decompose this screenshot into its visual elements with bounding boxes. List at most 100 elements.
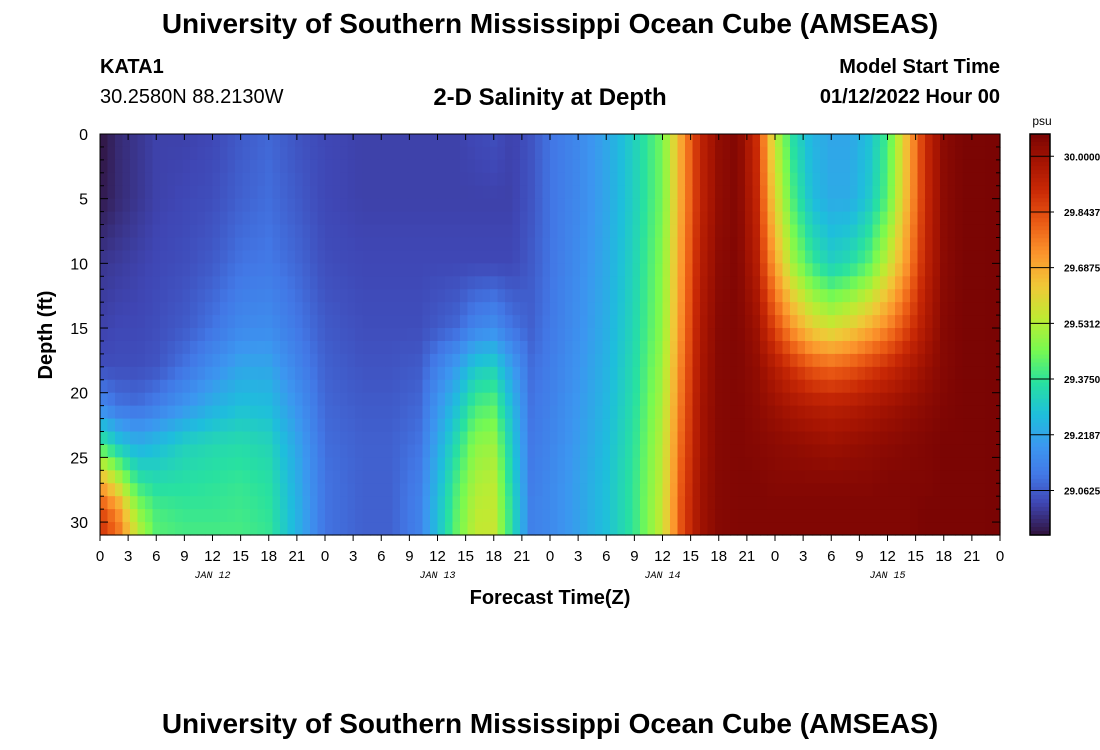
heatmap-cell bbox=[332, 444, 341, 458]
heatmap-cell bbox=[250, 146, 259, 161]
heatmap-cell bbox=[782, 483, 791, 497]
heatmap-cell bbox=[362, 509, 371, 523]
heatmap-cell bbox=[760, 457, 769, 471]
heatmap-cell bbox=[422, 328, 431, 342]
heatmap-cell bbox=[490, 509, 499, 523]
heatmap-cell bbox=[632, 366, 641, 381]
heatmap-cell bbox=[902, 405, 911, 420]
heatmap-cell bbox=[130, 185, 139, 200]
heatmap-cell bbox=[850, 457, 859, 471]
heatmap-cell bbox=[302, 276, 311, 290]
heatmap-cell bbox=[257, 263, 266, 277]
heatmap-cell bbox=[295, 379, 304, 394]
heatmap-cell bbox=[100, 496, 109, 510]
heatmap-cell bbox=[617, 470, 626, 484]
heatmap-cell bbox=[362, 444, 371, 458]
heatmap-cell bbox=[685, 457, 694, 471]
heatmap-cell bbox=[370, 134, 379, 148]
heatmap-cell bbox=[827, 224, 836, 239]
heatmap-cell bbox=[842, 509, 851, 523]
heatmap-cell bbox=[737, 457, 746, 471]
heatmap-cell bbox=[865, 340, 874, 355]
heatmap-cell bbox=[587, 315, 596, 329]
heatmap-cell bbox=[640, 224, 649, 239]
heatmap-cell bbox=[220, 405, 229, 420]
heatmap-cell bbox=[707, 470, 716, 484]
heatmap-cell bbox=[700, 379, 709, 394]
heatmap-cell bbox=[287, 418, 296, 433]
heatmap-cell bbox=[452, 470, 461, 484]
heatmap-cell bbox=[535, 302, 544, 316]
heatmap-cell bbox=[962, 185, 971, 200]
heatmap-cell bbox=[475, 146, 484, 161]
heatmap-cell bbox=[167, 379, 176, 394]
heatmap-cell bbox=[295, 172, 304, 187]
heatmap-cell bbox=[595, 185, 604, 200]
colorbar-strip bbox=[1030, 170, 1050, 175]
heatmap-cell bbox=[722, 340, 731, 355]
heatmap-cell bbox=[722, 237, 731, 252]
heatmap-cell bbox=[760, 405, 769, 420]
heatmap-cell bbox=[880, 237, 889, 252]
heatmap-cell bbox=[467, 224, 476, 239]
heatmap-cell bbox=[970, 392, 979, 407]
heatmap-cell bbox=[880, 522, 889, 536]
heatmap-cell bbox=[887, 496, 896, 510]
heatmap-cell bbox=[677, 392, 686, 407]
colorbar-strip bbox=[1030, 450, 1050, 456]
heatmap-cell bbox=[670, 134, 679, 148]
heatmap-cell bbox=[152, 134, 161, 148]
heatmap-cell bbox=[985, 379, 994, 394]
heatmap-cell bbox=[400, 211, 409, 226]
heatmap-cell bbox=[797, 198, 806, 213]
x-tick-label: 6 bbox=[377, 548, 385, 565]
heatmap-cell bbox=[955, 315, 964, 329]
heatmap-cell bbox=[857, 185, 866, 200]
heatmap-cell bbox=[430, 134, 439, 148]
heatmap-cell bbox=[362, 146, 371, 161]
heatmap-cell bbox=[145, 457, 154, 471]
heatmap-cell bbox=[490, 263, 499, 277]
heatmap-cell bbox=[625, 418, 634, 433]
heatmap-cell bbox=[242, 159, 251, 174]
heatmap-cell bbox=[370, 211, 379, 226]
heatmap-cell bbox=[130, 237, 139, 252]
heatmap-cell bbox=[265, 405, 274, 420]
heatmap-cell bbox=[895, 224, 904, 239]
heatmap-cell bbox=[820, 146, 829, 161]
heatmap-cell bbox=[520, 211, 529, 226]
heatmap-cell bbox=[542, 315, 551, 329]
heatmap-cell bbox=[955, 379, 964, 394]
heatmap-cell bbox=[707, 289, 716, 303]
heatmap-cell bbox=[805, 289, 814, 303]
heatmap-cell bbox=[790, 496, 799, 510]
heatmap-cell bbox=[685, 444, 694, 458]
heatmap-cell bbox=[977, 483, 986, 497]
heatmap-cell bbox=[662, 366, 671, 381]
heatmap-cell bbox=[122, 185, 131, 200]
heatmap-cell bbox=[325, 431, 334, 446]
heatmap-cell bbox=[722, 146, 731, 161]
heatmap-cell bbox=[422, 483, 431, 497]
heatmap-cell bbox=[325, 340, 334, 355]
heatmap-cell bbox=[670, 159, 679, 174]
heatmap-cell bbox=[242, 134, 251, 148]
colorbar-strip bbox=[1030, 294, 1050, 300]
heatmap-cell bbox=[490, 146, 499, 161]
heatmap-cell bbox=[250, 263, 259, 277]
heatmap-cell bbox=[932, 457, 941, 471]
heatmap-cell bbox=[227, 379, 236, 394]
heatmap-cell bbox=[835, 237, 844, 252]
heatmap-cell bbox=[580, 276, 589, 290]
heatmap-cell bbox=[677, 522, 686, 536]
heatmap-cell bbox=[857, 392, 866, 407]
heatmap-cell bbox=[115, 392, 124, 407]
heatmap-cell bbox=[302, 522, 311, 536]
heatmap-cell bbox=[332, 366, 341, 381]
heatmap-cell bbox=[760, 198, 769, 213]
heatmap-cell bbox=[557, 405, 566, 420]
heatmap-cell bbox=[580, 185, 589, 200]
heatmap-cell bbox=[625, 353, 634, 368]
heatmap-cell bbox=[280, 340, 289, 355]
heatmap-cell bbox=[625, 405, 634, 420]
